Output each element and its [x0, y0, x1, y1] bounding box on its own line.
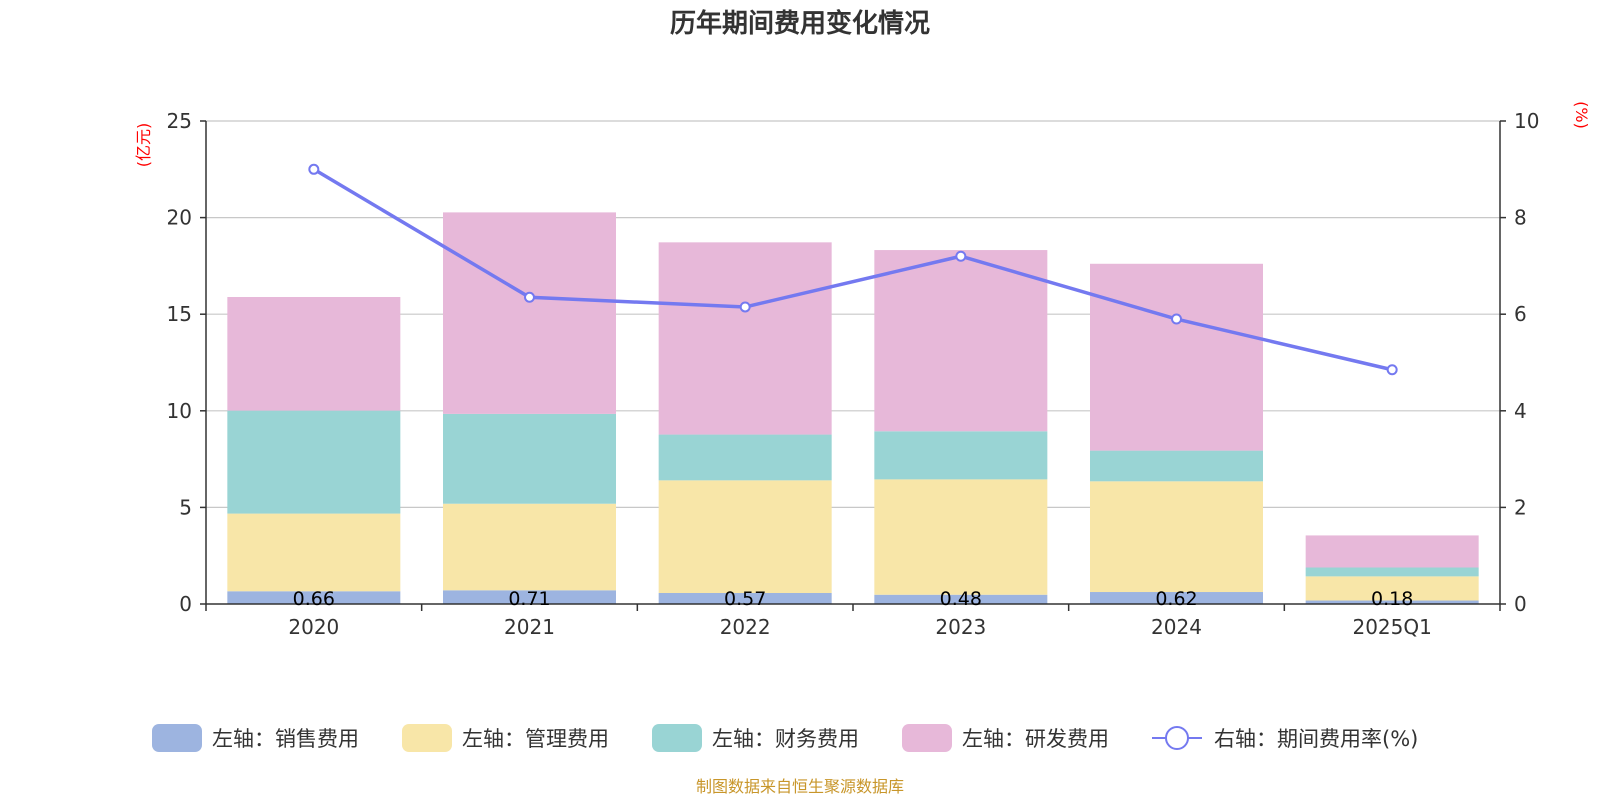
bar-2025Q1-series-2 [1305, 567, 1479, 577]
bar-value-label: 0.57 [724, 588, 766, 610]
bar-2023-series-3 [874, 250, 1048, 432]
x-tick-label: 2025Q1 [1352, 615, 1431, 639]
bar-2020-series-0 [227, 591, 401, 604]
right-tick-label: 2 [1514, 495, 1527, 519]
x-tick-label: 2024 [1151, 615, 1202, 639]
rate-point-2020 [308, 163, 320, 175]
x-tick-label: 2023 [935, 615, 986, 639]
right-tick-label: 10 [1514, 109, 1539, 133]
left-tick-label: 5 [179, 495, 192, 519]
legend-swatch-2 [652, 724, 702, 752]
legend-line-marker [1165, 726, 1189, 750]
x-tick-label: 2020 [288, 615, 339, 639]
source-note: 制图数据来自恒生聚源数据库 [696, 777, 904, 796]
bar-2020-series-2 [227, 410, 401, 514]
bar-2022-series-3 [658, 242, 832, 435]
right-tick-label: 0 [1514, 592, 1527, 616]
rate-line [308, 163, 1398, 376]
legend: 左轴：销售费用 左轴：管理费用 左轴：财务费用 左轴：研发费用 右轴：期间费用率(%) [152, 724, 1418, 752]
rate-point-2023 [955, 250, 967, 262]
rate-point-2021 [524, 291, 535, 303]
left-tick-label: 15 [167, 302, 192, 326]
bar-value-label: 0.18 [1371, 588, 1413, 610]
right-tick-label: 4 [1514, 399, 1527, 423]
bar-2021-series-2 [443, 413, 616, 504]
bar-2021-series-0 [443, 590, 616, 604]
rate-point-2024 [1171, 313, 1182, 325]
axes: 0 5 10 15 20 25 0 2 4 6 8 10 2020 2021 2022 2023 2024 202… [167, 109, 1540, 639]
right-tick-label: 8 [1514, 206, 1527, 230]
bar-value-label: 0.66 [293, 588, 335, 610]
bar-2025Q1-series-1 [1305, 576, 1479, 601]
bar-2022-series-0 [658, 592, 832, 604]
bar-2022-series-2 [658, 434, 832, 481]
bar-2025Q1-series-0 [1305, 600, 1479, 604]
legend-label-2: 左轴：财务费用 [712, 727, 859, 751]
bar-2021-series-1 [443, 503, 616, 591]
x-tick-label: 2022 [720, 615, 771, 639]
rate-point-2022 [739, 301, 751, 313]
left-axis-unit: (亿元) [134, 123, 153, 168]
right-tick-label: 6 [1514, 302, 1527, 326]
bar-2025Q1-series-3 [1305, 535, 1479, 568]
bar-2021-series-3 [443, 212, 616, 414]
legend-label-1: 左轴：管理费用 [462, 727, 609, 751]
rate-polyline [312, 167, 1393, 372]
bar-2020-series-3 [227, 297, 401, 411]
legend-swatch-0 [152, 724, 202, 752]
bar-2023-series-2 [874, 431, 1048, 480]
legend-swatch-3 [902, 724, 952, 752]
bar-2023-series-1 [874, 479, 1048, 595]
bar-2020-series-1 [227, 513, 401, 592]
bar-value-label: 0.71 [508, 588, 550, 610]
legend-label-3: 左轴：研发费用 [962, 727, 1109, 751]
legend-swatch-1 [402, 724, 452, 752]
x-tick-label: 2021 [504, 615, 555, 639]
left-tick-label: 10 [167, 399, 192, 423]
bar-2024-series-2 [1090, 450, 1263, 482]
bars [227, 212, 1479, 604]
bar-value-label: 0.48 [940, 588, 982, 610]
legend-label-0: 左轴：销售费用 [212, 727, 359, 751]
rate-point-2025Q1 [1386, 364, 1398, 376]
bar-2024-series-1 [1090, 481, 1263, 593]
legend-label-line: 右轴：期间费用率(%) [1214, 727, 1418, 751]
bar-2023-series-0 [874, 594, 1048, 604]
bar-2024-series-3 [1090, 263, 1263, 451]
bar-2022-series-1 [658, 480, 832, 593]
left-tick-label: 20 [167, 206, 192, 230]
left-tick-label: 25 [167, 109, 192, 133]
right-axis-unit: (%) [1572, 101, 1591, 129]
chart-title: 历年期间费用变化情况 [670, 8, 930, 39]
bar-value-label: 0.62 [1155, 588, 1197, 610]
bar-labels: 0.66 0.71 0.57 0.48 0.62 0.18 [293, 588, 1414, 610]
left-tick-label: 0 [179, 592, 192, 616]
grid-lines [206, 120, 1500, 508]
bar-2024-series-0 [1090, 592, 1263, 604]
